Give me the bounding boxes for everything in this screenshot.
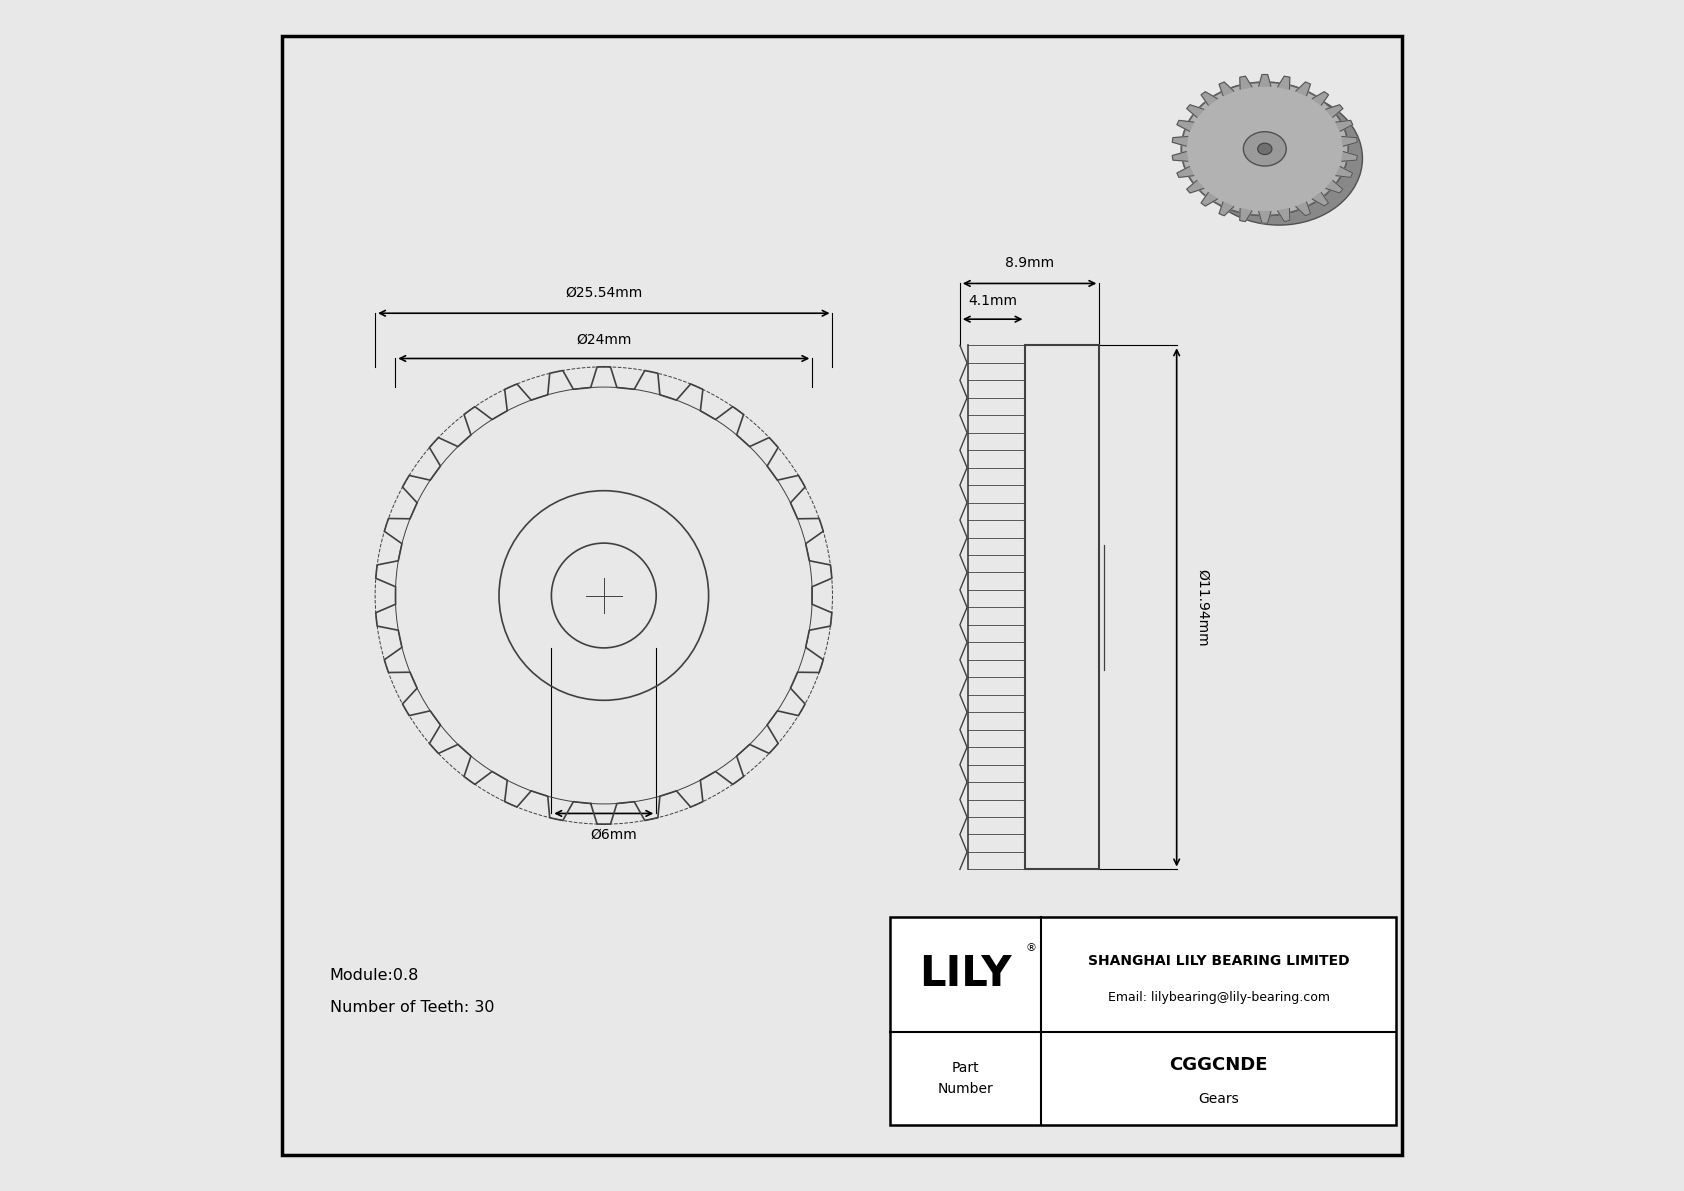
Polygon shape [1177,120,1194,131]
Text: Number of Teeth: 30: Number of Teeth: 30 [330,999,495,1015]
Ellipse shape [1243,132,1287,166]
Polygon shape [1335,167,1352,177]
Ellipse shape [1182,82,1349,216]
Polygon shape [1201,92,1218,105]
Text: 8.9mm: 8.9mm [1005,256,1054,270]
Text: LILY: LILY [919,953,1012,996]
Text: Part
Number: Part Number [938,1061,994,1096]
Text: SHANGHAI LILY BEARING LIMITED: SHANGHAI LILY BEARING LIMITED [1088,954,1349,967]
Polygon shape [1219,82,1234,95]
Polygon shape [1312,193,1329,206]
Polygon shape [1342,137,1357,146]
Text: Module:0.8: Module:0.8 [330,967,419,983]
Text: 4.1mm: 4.1mm [968,294,1017,308]
Polygon shape [1187,105,1204,117]
Polygon shape [1297,202,1310,216]
Polygon shape [1325,105,1342,117]
Ellipse shape [1258,143,1271,155]
Text: Ø24mm: Ø24mm [576,332,632,347]
Polygon shape [1239,76,1251,89]
Ellipse shape [1182,82,1349,216]
Text: CGGCNDE: CGGCNDE [1169,1055,1268,1073]
Polygon shape [1297,82,1310,95]
Text: Ø6mm: Ø6mm [589,828,637,842]
Polygon shape [1335,120,1352,131]
Polygon shape [1258,212,1271,223]
Polygon shape [1342,151,1357,161]
Polygon shape [1201,193,1218,206]
Text: Email: lilybearing@lily-bearing.com: Email: lilybearing@lily-bearing.com [1108,991,1330,1004]
Ellipse shape [1196,92,1362,225]
Polygon shape [1239,208,1251,222]
Bar [1026,345,1100,869]
Text: Ø11.94mm: Ø11.94mm [1196,568,1209,647]
Polygon shape [1219,202,1234,216]
Text: Gears: Gears [1199,1092,1239,1106]
Bar [889,917,1396,1125]
Polygon shape [1172,151,1187,161]
Polygon shape [1278,76,1290,89]
Polygon shape [1172,137,1187,146]
Polygon shape [1177,167,1194,177]
Polygon shape [1325,181,1342,193]
Polygon shape [1258,75,1271,86]
Polygon shape [1278,208,1290,222]
Text: ®: ® [1026,943,1037,953]
Polygon shape [1312,92,1329,105]
Text: Ø25.54mm: Ø25.54mm [566,286,642,300]
Polygon shape [1187,181,1204,193]
